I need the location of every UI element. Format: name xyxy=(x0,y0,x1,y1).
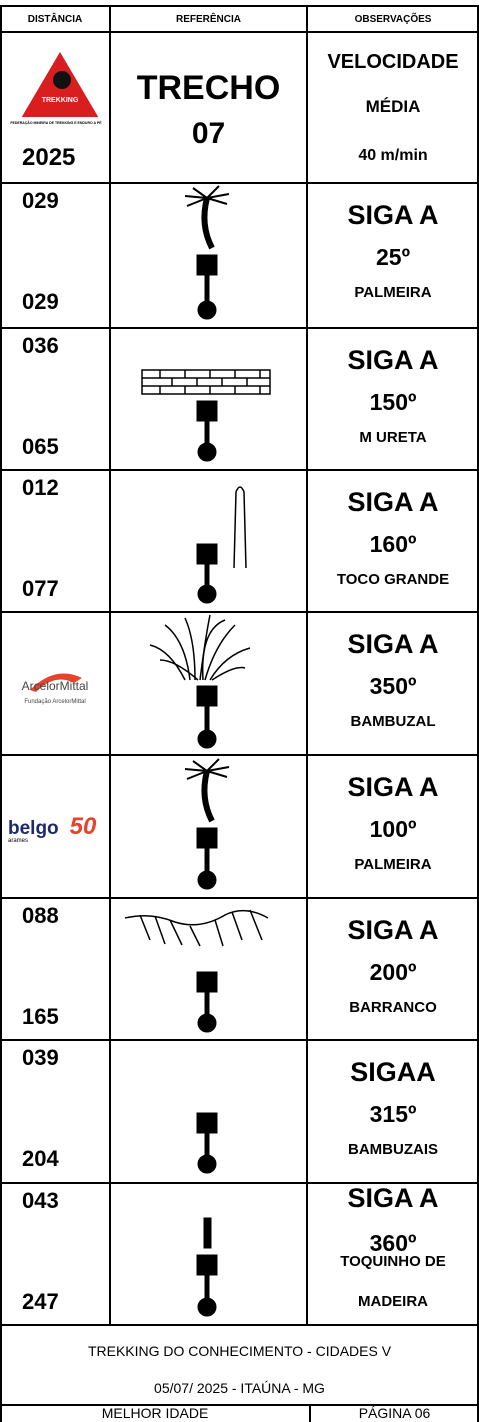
section-title: TRECHO xyxy=(136,69,281,107)
instruction: SIGA A xyxy=(347,914,439,945)
logo-caption: FEDERAÇÃO MINEIRA DE TREKKING E ENDURO A… xyxy=(10,120,102,125)
instruction: SIGA A xyxy=(347,344,439,375)
instruction: SIGAA xyxy=(350,1056,436,1087)
footer-cell: PÁGINA 06 xyxy=(358,1405,431,1421)
palm-icons xyxy=(184,185,230,823)
instruction: SIGA A xyxy=(347,771,439,802)
instruction: SIGA A xyxy=(347,628,439,659)
reference: BAMBUZAIS xyxy=(348,1141,438,1158)
instruction: SIGA A xyxy=(347,1182,439,1213)
column-header: REFERÊNCIA xyxy=(175,13,241,25)
section-number: 07 xyxy=(191,116,226,150)
reference: PALMEIRA xyxy=(354,284,432,301)
reference: TOQUINHO DE xyxy=(340,1253,446,1270)
wall-icon xyxy=(141,369,271,395)
heading: 350º xyxy=(369,673,417,699)
speed-text: VELOCIDADE xyxy=(327,51,459,73)
heading: 200º xyxy=(369,959,417,985)
heading: 160º xyxy=(369,531,417,557)
total-distance: 029 xyxy=(22,288,59,314)
speed-text: MÉDIA xyxy=(365,97,421,116)
instruction: SIGA A xyxy=(347,199,439,230)
column-header: DISTÂNCIA xyxy=(27,13,83,25)
markers xyxy=(196,254,218,1317)
reference: PALMEIRA xyxy=(354,856,432,873)
partial-distance: 029 xyxy=(22,187,59,213)
logo-caption: arames xyxy=(8,838,29,844)
heading: 150º xyxy=(369,389,417,415)
reference: M URETA xyxy=(359,429,427,446)
partial-distance: 043 xyxy=(22,1187,59,1213)
heading: 100º xyxy=(369,816,417,842)
ravine-icon xyxy=(124,909,269,947)
partial-distance: 012 xyxy=(22,474,59,500)
total-distance: 065 xyxy=(22,433,59,459)
instruction: SIGA A xyxy=(347,486,439,517)
heading: 360º xyxy=(369,1230,417,1256)
reference: BARRANCO xyxy=(349,999,437,1016)
footer-line: TREKKING DO CONHECIMENTO - CIDADES V xyxy=(87,1343,392,1359)
logo-badge: 50 xyxy=(69,812,97,840)
reference: TOCO GRANDE xyxy=(336,571,450,588)
logo-name: belgo xyxy=(8,817,59,839)
total-distance: 204 xyxy=(22,1145,59,1171)
reference: BAMBUZAL xyxy=(350,713,436,730)
bamboo-icon xyxy=(149,614,251,681)
logo-name: ArcelorMittal xyxy=(21,679,89,693)
arcelor-swoosh xyxy=(30,673,82,692)
stump-icon xyxy=(233,486,247,569)
federation-logo xyxy=(18,48,102,128)
heading: 315º xyxy=(369,1101,417,1127)
footer-cell: MELHOR IDADE xyxy=(101,1405,209,1421)
partial-distance: 088 xyxy=(22,902,59,928)
speed-text: 40 m/min xyxy=(358,146,428,164)
footer-line: 05/07/ 2025 - ITAÚNA - MG xyxy=(154,1380,325,1396)
total-distance: 077 xyxy=(22,575,59,601)
logo-caption: Fundação ArcelorMittal xyxy=(24,699,86,705)
partial-distance: 036 xyxy=(22,332,59,358)
logo-title: TREKKING xyxy=(41,96,79,104)
column-header: OBSERVAÇÕES xyxy=(354,13,432,25)
reference: MADEIRA xyxy=(358,1293,428,1310)
total-distance: 247 xyxy=(22,1288,59,1314)
total-distance: 165 xyxy=(22,1003,59,1029)
year: 2025 xyxy=(22,143,76,171)
partial-distance: 039 xyxy=(22,1044,59,1070)
heading: 25º xyxy=(376,244,410,270)
